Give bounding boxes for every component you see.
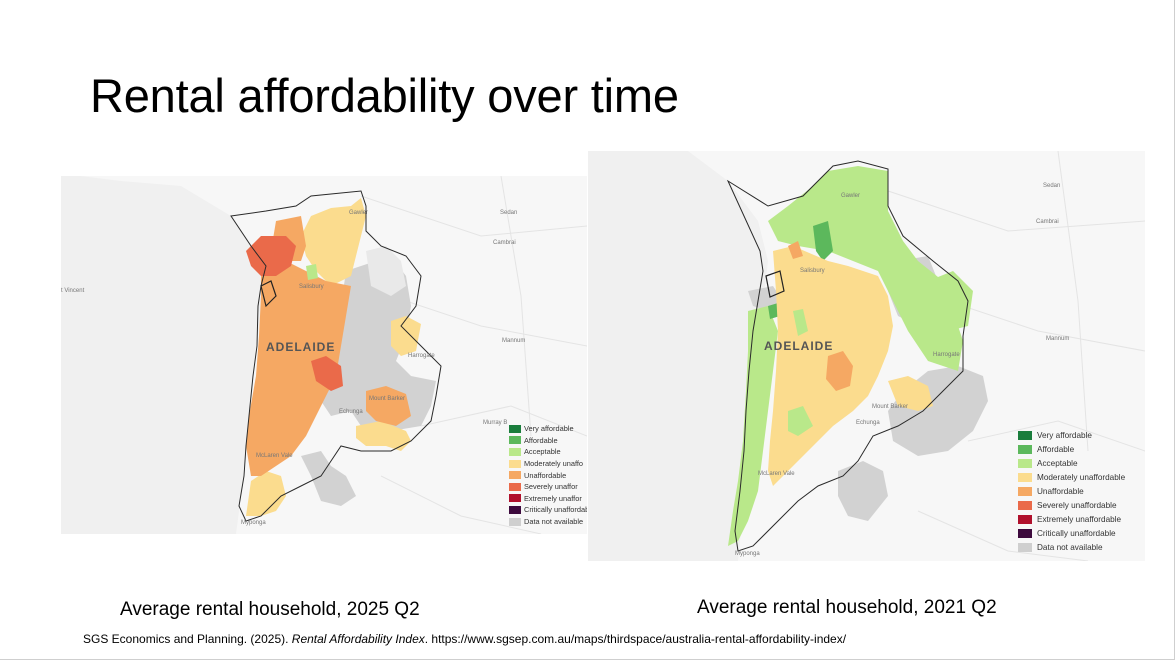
legend-item: Severely unaffor [509, 481, 587, 493]
city-label-adelaide: ADELAIDE [764, 339, 834, 353]
legend-label: Moderately unaffo [524, 459, 584, 469]
legend-label: Moderately unaffordable [1037, 473, 1126, 483]
legend-label: Critically unaffordab [524, 505, 587, 515]
map-2021: Gawler Sedan Cambrai Salisbury Harrogate… [588, 151, 1145, 561]
caption-2021: Average rental household, 2021 Q2 [697, 597, 997, 618]
legend-item: Moderately unaffo [509, 458, 587, 470]
legend-swatch [1018, 542, 1032, 552]
legend-swatch [509, 505, 521, 514]
legend-item: Extremely unaffordable [1018, 512, 1125, 526]
legend-swatch [509, 482, 521, 491]
legend-label: Affordable [1037, 445, 1075, 455]
legend-swatch [1018, 459, 1032, 469]
legend-swatch [1018, 487, 1032, 496]
place-label-mannum: Mannum [1046, 336, 1070, 342]
legend-swatch [1018, 445, 1032, 455]
legend-label: Unaffordable [1037, 487, 1084, 496]
place-label-sedan: Sedan [500, 210, 518, 216]
legend-swatch [1018, 431, 1032, 441]
legend-label: Very affordable [524, 424, 574, 434]
place-label-mclaren-vale: McLaren Vale [758, 471, 795, 477]
legend-item: Moderately unaffordable [1018, 471, 1125, 485]
legend-label: Unaffordable [524, 470, 567, 480]
legend-item: Acceptable [509, 446, 587, 458]
place-label-cambrai: Cambrai [1036, 219, 1059, 225]
city-label-adelaide: ADELAIDE [266, 340, 336, 354]
place-label-gawler: Gawler [349, 210, 369, 216]
legend-swatch [509, 447, 521, 456]
map-2025-legend: Very affordable Affordable Acceptable Moder… [509, 423, 587, 527]
place-label-mclaren-vale: McLaren Vale [256, 453, 293, 459]
slide-title: Rental affordability over time [90, 69, 679, 122]
legend-item: Unaffordable [1018, 485, 1125, 499]
legend-label: Extremely unaffordable [1037, 514, 1122, 524]
legend-item: Acceptable [1018, 457, 1125, 471]
legend-label: Severely unaffordable [1037, 500, 1117, 510]
legend-item: Affordable [509, 435, 587, 447]
legend-swatch [1018, 514, 1032, 524]
caption-2025: Average rental household, 2025 Q2 [120, 599, 420, 620]
legend-label: Affordable [524, 435, 558, 445]
legend-swatch [1018, 528, 1032, 538]
legend-label: Extremely unaffor [524, 493, 582, 503]
map-2025-canvas [61, 176, 587, 534]
place-label-mannum: Mannum [502, 338, 526, 344]
legend-label: Acceptable [524, 447, 561, 457]
citation-author: SGS Economics and Planning. (2025). [83, 632, 292, 646]
place-label-myponga: Myponga [735, 551, 760, 557]
place-label-harrogate: Harrogate [933, 352, 960, 358]
source-citation: SGS Economics and Planning. (2025). Rent… [83, 632, 846, 646]
citation-url: . https://www.sgsep.com.au/maps/thirdspa… [424, 632, 847, 646]
place-label-myponga: Myponga [241, 520, 266, 526]
legend-swatch [1018, 473, 1032, 483]
legend-swatch [509, 471, 521, 480]
place-label-echunga: Echunga [856, 420, 880, 426]
legend-swatch [509, 436, 521, 445]
place-label-murray-bridge: Murray B [483, 420, 508, 426]
legend-item: Data not available [1018, 540, 1125, 554]
place-label-salisbury: Salisbury [299, 284, 324, 290]
legend-item: Very affordable [509, 423, 587, 435]
legend-item: Critically unaffordab [509, 504, 587, 516]
map-2025: Gawler Sedan Cambrai t Vincent Salisbury… [61, 176, 587, 534]
legend-swatch [509, 459, 521, 468]
place-label-salisbury: Salisbury [800, 268, 825, 274]
place-label-sedan: Sedan [1043, 183, 1061, 189]
legend-item: Very affordable [1018, 429, 1125, 443]
legend-label: Very affordable [1037, 431, 1092, 441]
place-label-st-vincent: t Vincent [61, 288, 85, 294]
legend-swatch [509, 424, 521, 433]
legend-item: Affordable [1018, 443, 1125, 457]
map-2021-legend: Very affordable Affordable Acceptable Moder… [1018, 429, 1125, 554]
legend-label: Severely unaffor [524, 482, 578, 492]
map-2021-canvas [588, 151, 1145, 561]
place-label-cambrai: Cambrai [493, 240, 516, 246]
legend-item: Data not available [509, 516, 587, 528]
citation-work: Rental Affordability Index [291, 632, 425, 646]
legend-swatch [509, 517, 521, 526]
legend-label: Data not available [1037, 542, 1103, 552]
legend-item: Critically unaffordable [1018, 526, 1125, 540]
place-label-harrogate: Harrogate [408, 353, 435, 359]
legend-item: Unaffordable [509, 469, 587, 481]
place-label-echunga: Echunga [339, 409, 363, 415]
place-label-gawler: Gawler [841, 193, 861, 199]
legend-label: Critically unaffordable [1037, 528, 1116, 538]
legend-label: Data not available [524, 517, 584, 527]
place-label-mount-barker: Mount Barker [872, 404, 909, 410]
legend-item: Severely unaffordable [1018, 498, 1125, 512]
place-label-mount-barker: Mount Barker [369, 396, 406, 402]
legend-label: Acceptable [1037, 459, 1078, 469]
legend-swatch [509, 494, 521, 503]
legend-swatch [1018, 500, 1032, 510]
legend-item: Extremely unaffor [509, 493, 587, 505]
